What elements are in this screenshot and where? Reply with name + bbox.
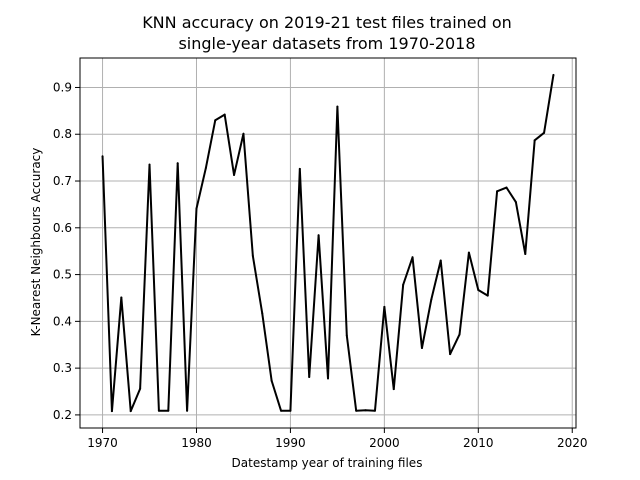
- data-point: [392, 388, 395, 391]
- data-point: [552, 73, 555, 76]
- x-tick-label: 1970: [87, 436, 118, 450]
- data-point: [251, 254, 254, 257]
- x-tick-label: 2020: [557, 436, 588, 450]
- data-point: [420, 347, 423, 350]
- series-layer: [101, 73, 555, 413]
- data-point: [242, 132, 245, 135]
- data-point: [449, 353, 452, 356]
- data-point: [101, 155, 104, 158]
- y-tick-label: 0.6: [53, 221, 72, 235]
- data-point: [129, 410, 132, 413]
- data-point: [439, 259, 442, 262]
- x-axis-ticks: 1970 1980 1990 2000 2010 2020: [87, 428, 588, 450]
- data-point: [411, 256, 414, 259]
- data-point: [430, 298, 433, 301]
- data-point: [261, 312, 264, 315]
- data-point: [355, 409, 358, 412]
- data-point: [458, 333, 461, 336]
- data-point: [345, 334, 348, 337]
- grid: [80, 58, 576, 428]
- data-point: [280, 409, 283, 412]
- data-point: [514, 201, 517, 204]
- x-tick-label: 2010: [463, 436, 494, 450]
- data-point: [195, 207, 198, 210]
- data-point: [336, 105, 339, 108]
- data-point: [120, 296, 123, 299]
- y-tick-label: 0.5: [53, 268, 72, 282]
- data-point: [167, 409, 170, 412]
- x-tick-label: 1990: [275, 436, 306, 450]
- data-point: [148, 163, 151, 166]
- y-tick-label: 0.9: [53, 80, 72, 94]
- data-point: [270, 379, 273, 382]
- chart-title-line-2: single-year datasets from 1970-2018: [178, 34, 475, 53]
- data-point: [505, 186, 508, 189]
- data-point: [186, 409, 189, 412]
- y-tick-label: 0.2: [53, 408, 72, 422]
- data-point: [308, 376, 311, 379]
- data-point: [383, 305, 386, 308]
- y-tick-label: 0.7: [53, 174, 72, 188]
- y-tick-label: 0.3: [53, 361, 72, 375]
- y-tick-label: 0.4: [53, 314, 72, 328]
- plot-frame: [79, 57, 577, 429]
- data-point: [214, 119, 217, 122]
- x-tick-label: 1980: [181, 436, 212, 450]
- data-point: [533, 139, 536, 142]
- data-point: [496, 190, 499, 193]
- y-axis-ticks: 0.2 0.3 0.4 0.5 0.6 0.7 0.8 0.9: [53, 80, 80, 422]
- data-point: [373, 409, 376, 412]
- x-tick-label: 2000: [369, 436, 400, 450]
- data-point: [543, 131, 546, 134]
- data-point: [467, 251, 470, 254]
- data-point: [317, 234, 320, 237]
- data-point: [139, 387, 142, 390]
- data-point: [327, 377, 329, 380]
- data-point: [486, 294, 489, 297]
- accuracy-series-line: [101, 74, 555, 413]
- data-point: [289, 409, 292, 412]
- y-tick-label: 0.8: [53, 127, 72, 141]
- data-point: [298, 167, 301, 170]
- data-point: [364, 409, 367, 412]
- data-point: [223, 113, 226, 116]
- data-point: [233, 173, 236, 176]
- data-point: [157, 409, 160, 412]
- data-point: [204, 166, 207, 169]
- data-point: [176, 162, 179, 165]
- data-point: [110, 410, 113, 413]
- data-point: [477, 289, 480, 292]
- y-axis-label: K-Nearest Neighbours Accuracy: [29, 148, 43, 337]
- x-axis-label: Datestamp year of training files: [232, 456, 423, 470]
- data-point: [402, 283, 405, 286]
- chart-title-line-1: KNN accuracy on 2019-21 test files train…: [142, 13, 512, 32]
- data-point: [524, 252, 527, 255]
